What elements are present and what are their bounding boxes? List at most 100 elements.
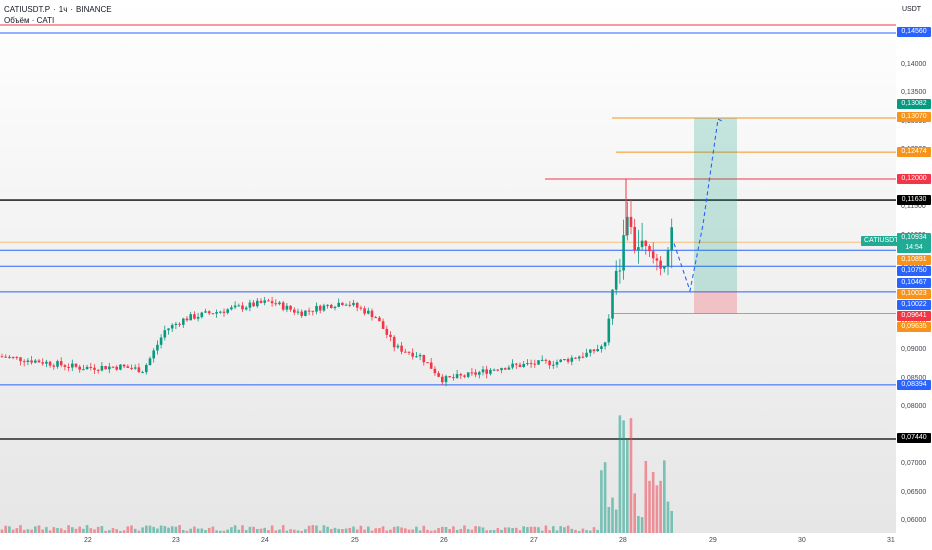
price-tag[interactable]: 0,08394 [897, 380, 931, 390]
volume-bar [559, 526, 562, 533]
volume-bar [544, 525, 548, 533]
candle-body [222, 311, 226, 313]
candle-body [452, 377, 455, 379]
volume-bar [352, 526, 355, 533]
candle-body [189, 314, 192, 321]
candle-body [252, 302, 255, 307]
price-tag[interactable]: 0,12000 [897, 174, 931, 184]
price-tick: 0,11500 [901, 203, 926, 211]
volume-bar [108, 530, 111, 533]
candle-body [522, 363, 525, 367]
candle-body [592, 349, 596, 352]
candle-body [378, 317, 381, 322]
price-tag[interactable]: 0,10934 14:54 [897, 233, 931, 253]
volume-bar [500, 529, 503, 533]
candle-body [85, 366, 89, 370]
volume-bar [666, 501, 670, 533]
candle-body [659, 260, 662, 269]
candle-body [559, 359, 562, 362]
time-tick: 30 [798, 537, 806, 544]
volume-bar [407, 529, 411, 533]
price-chart[interactable] [0, 0, 896, 533]
time-axis[interactable]: 22 23 24 25 26 27 28 29 30 31 [0, 533, 932, 550]
volume-bar [71, 527, 74, 533]
volume-bar [330, 529, 333, 533]
candle-body [137, 367, 141, 373]
chart-canvas[interactable]: CATIUSDT.P · 1ч · BINANCE Объём · CATI [0, 0, 896, 533]
volume-bar [444, 527, 448, 533]
candle-body [30, 360, 33, 363]
candle-body [11, 356, 15, 358]
volume-bar [518, 530, 522, 533]
candle-body [548, 360, 551, 366]
volume-indicator-label[interactable]: Объём · CATI [4, 16, 55, 25]
currency-label[interactable]: USDT [902, 6, 922, 13]
volume-bar [600, 470, 603, 533]
candle-body [389, 334, 392, 337]
price-tag[interactable]: 0,10891 [897, 255, 931, 265]
candle-body [363, 308, 366, 314]
candle-body [281, 302, 285, 310]
candle-body [637, 247, 640, 251]
volume-bar [337, 528, 340, 533]
price-tick: 0,09000 [901, 346, 927, 354]
volume-bar [548, 530, 551, 533]
candle-body [82, 369, 85, 371]
candle-body [448, 376, 451, 378]
candle-body [603, 342, 607, 347]
candle-body [367, 310, 370, 314]
price-tag[interactable]: 0,14560 [897, 27, 931, 37]
candle-body [333, 306, 337, 309]
price-tag[interactable]: 0,11630 [897, 195, 931, 205]
candle-body [104, 366, 107, 370]
price-tag[interactable]: 0,09635 [897, 322, 931, 332]
price-tag[interactable]: 0,07440 [897, 433, 931, 443]
volume-bar [15, 528, 19, 533]
candle-body [41, 362, 44, 364]
time-tick: 27 [530, 537, 538, 544]
volume-bar [540, 530, 544, 533]
candle-body [126, 366, 130, 368]
candle-body [182, 318, 185, 325]
time-tick: 24 [261, 537, 269, 544]
volume-bar [248, 526, 252, 533]
candle-body [585, 352, 588, 357]
price-tag[interactable]: 0,10022 [897, 300, 931, 310]
candle-body [37, 360, 41, 363]
price-tag[interactable]: 0,10467 [897, 278, 931, 288]
candle-body [437, 373, 440, 377]
volume-bar [481, 527, 485, 533]
volume-bar [378, 528, 381, 533]
price-tag[interactable]: 0,10750 [897, 266, 931, 276]
candle-body [648, 246, 651, 252]
volume-bar [452, 526, 455, 533]
time-tick: 23 [172, 537, 180, 544]
price-tag[interactable]: 0,12474 [897, 147, 931, 157]
symbol-name[interactable]: CATIUSDT.P [4, 5, 51, 14]
volume-bar [459, 528, 463, 533]
volume-bar [122, 530, 126, 533]
candle-body [533, 363, 537, 365]
candle-body [237, 305, 241, 307]
volume-bar [222, 530, 226, 533]
price-tag[interactable]: 0,10023 [897, 289, 931, 299]
candle-body [145, 365, 148, 373]
price-tag[interactable]: 0,13070 [897, 112, 931, 122]
candle-body [256, 300, 259, 307]
projection-path [673, 118, 725, 293]
interval-label[interactable]: 1ч [58, 5, 68, 14]
candle-body [611, 289, 614, 319]
candle-body [318, 305, 322, 311]
candle-body [433, 368, 437, 374]
candle-body [474, 372, 477, 375]
volume-bar [196, 528, 200, 533]
volume-bar [189, 528, 192, 533]
volume-bar [304, 529, 307, 533]
candle-body [489, 369, 492, 374]
volume-bar [341, 529, 344, 533]
price-tag[interactable]: 0,09641 [897, 311, 931, 321]
price-tag[interactable]: 0,13082 [897, 99, 931, 109]
volume-bar [74, 528, 78, 533]
volume-bar [415, 526, 418, 533]
volume-bar [507, 527, 511, 533]
